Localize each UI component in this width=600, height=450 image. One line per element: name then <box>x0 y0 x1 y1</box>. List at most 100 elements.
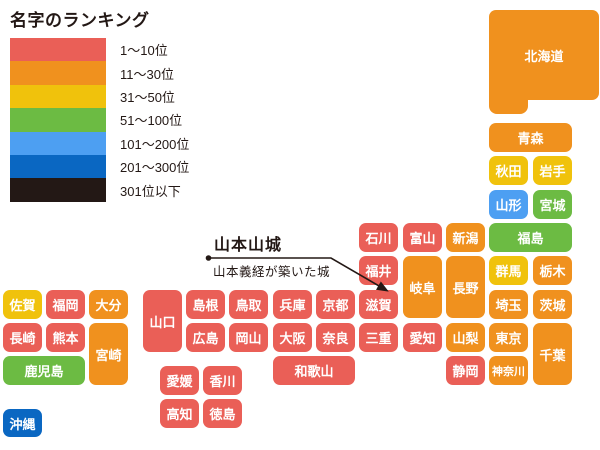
prefecture-tile-iwate[interactable]: 岩手 <box>533 156 572 185</box>
prefecture-label: 三重 <box>365 331 392 346</box>
prefecture-label: 大阪 <box>279 331 306 346</box>
prefecture-tile-miyagi[interactable]: 宮城 <box>533 190 572 219</box>
prefecture-label: 宮城 <box>539 198 566 213</box>
legend-label: 101〜200位 <box>120 136 190 152</box>
prefecture-label: 愛媛 <box>166 374 193 389</box>
prefecture-tile-tokyo[interactable]: 東京 <box>489 323 528 352</box>
prefecture-label: 福岡 <box>52 298 79 313</box>
prefecture-tile-hiroshima[interactable]: 広島 <box>186 323 225 352</box>
prefecture-label: 熊本 <box>52 331 79 346</box>
prefecture-label: 福井 <box>365 264 392 279</box>
prefecture-tile-ehime[interactable]: 愛媛 <box>160 366 199 395</box>
prefecture-label: 北海道 <box>524 48 564 64</box>
legend-swatch <box>10 61 106 85</box>
prefecture-label: 大分 <box>95 298 122 313</box>
prefecture-tile-mie[interactable]: 三重 <box>359 323 398 352</box>
annotation-title: 山本山城 <box>214 237 283 254</box>
prefecture-tile-yamanashi[interactable]: 山梨 <box>446 323 485 352</box>
prefecture-tile-toyama[interactable]: 富山 <box>403 223 442 252</box>
prefecture-tile-wakayama[interactable]: 和歌山 <box>273 356 355 385</box>
prefecture-label: 静岡 <box>452 364 479 379</box>
legend-label: 51〜100位 <box>120 113 183 129</box>
prefecture-label: 鹿児島 <box>24 364 64 379</box>
legend-swatch <box>10 84 106 109</box>
prefecture-tile-nagasaki[interactable]: 長崎 <box>3 323 42 352</box>
legend-swatch <box>10 178 106 202</box>
prefecture-tile-miyazaki[interactable]: 宮崎 <box>89 323 128 385</box>
prefecture-label: 沖縄 <box>9 416 36 432</box>
prefecture-tile-shizuoka[interactable]: 静岡 <box>446 356 485 385</box>
prefecture-tile-yamaguchi[interactable]: 山口 <box>143 290 182 352</box>
prefecture-tile-tochigi[interactable]: 栃木 <box>533 256 572 285</box>
prefecture-tile-saitama[interactable]: 埼玉 <box>489 290 528 319</box>
prefecture-label: 岡山 <box>235 331 262 346</box>
prefecture-label: 東京 <box>495 331 522 346</box>
prefecture-label: 山口 <box>149 314 176 330</box>
prefecture-label: 岐阜 <box>409 280 436 296</box>
prefecture-tile-saga[interactable]: 佐賀 <box>3 290 42 319</box>
prefecture-label: 徳島 <box>209 407 236 422</box>
legend-item: 11〜30位 <box>10 61 189 85</box>
prefecture-label: 岩手 <box>539 164 566 179</box>
prefecture-tile-tokushima[interactable]: 徳島 <box>203 399 242 428</box>
prefecture-label: 長崎 <box>9 331 36 346</box>
prefecture-label: 京都 <box>322 298 349 313</box>
prefecture-tile-yamagata[interactable]: 山形 <box>489 190 528 219</box>
prefecture-tile-osaka[interactable]: 大阪 <box>273 323 312 352</box>
legend-label: 201〜300位 <box>120 160 190 176</box>
prefecture-label: 佐賀 <box>9 298 36 313</box>
prefecture-tile-hyogo[interactable]: 兵庫 <box>273 290 312 319</box>
prefecture-tile-aomori[interactable]: 青森 <box>489 123 572 152</box>
prefecture-tile-okinawa[interactable]: 沖縄 <box>3 409 42 437</box>
legend-item: 51〜100位 <box>10 108 189 132</box>
prefecture-tile-nara[interactable]: 奈良 <box>316 323 355 352</box>
prefecture-tile-akita[interactable]: 秋田 <box>489 156 528 185</box>
legend-item: 301位以下 <box>10 178 189 202</box>
prefecture-tile-aichi[interactable]: 愛知 <box>403 323 442 352</box>
prefecture-label: 秋田 <box>495 164 522 179</box>
prefecture-label: 埼玉 <box>495 298 522 313</box>
prefecture-tile-kyoto[interactable]: 京都 <box>316 290 355 319</box>
prefecture-tile-tottori[interactable]: 鳥取 <box>229 290 268 319</box>
annotation-subtitle: 山本義経が築いた城 <box>213 265 331 279</box>
prefecture-label: 千葉 <box>539 347 566 363</box>
prefecture-tile-fukui[interactable]: 福井 <box>359 256 398 285</box>
prefecture-tile-niigata[interactable]: 新潟 <box>446 223 485 252</box>
prefecture-tile-kochi[interactable]: 高知 <box>160 399 199 428</box>
prefecture-label: 福島 <box>517 231 544 246</box>
prefecture-label: 愛知 <box>409 331 436 346</box>
prefecture-tile-okayama[interactable]: 岡山 <box>229 323 268 352</box>
prefecture-tile-shiga[interactable]: 滋賀 <box>359 290 398 319</box>
legend-label: 1〜10位 <box>120 43 168 59</box>
prefecture-label: 富山 <box>409 231 436 246</box>
prefecture-label: 鳥取 <box>235 298 262 313</box>
prefecture-label: 奈良 <box>322 331 349 346</box>
prefecture-label: 群馬 <box>495 264 522 279</box>
prefecture-tile-gifu[interactable]: 岐阜 <box>403 256 442 318</box>
legend-swatch <box>10 38 106 62</box>
prefecture-label: 長野 <box>452 280 479 296</box>
prefecture-tile-hokkaido[interactable]: 北海道 <box>489 10 599 100</box>
prefecture-label: 山形 <box>495 198 522 213</box>
legend-swatch <box>10 154 106 179</box>
prefecture-tile-nagano[interactable]: 長野 <box>446 256 485 318</box>
prefecture-tile-shimane[interactable]: 島根 <box>186 290 225 319</box>
prefecture-tile-kagawa[interactable]: 香川 <box>203 366 242 395</box>
prefecture-label: 青森 <box>517 131 544 146</box>
legend: 1〜10位 11〜30位 31〜50位 51〜100位 101〜200位 201〜300位… <box>10 38 189 202</box>
legend-label: 301位以下 <box>120 183 181 199</box>
prefecture-tile-kumamoto[interactable]: 熊本 <box>46 323 85 352</box>
prefecture-tile-chiba[interactable]: 千葉 <box>533 323 572 385</box>
prefecture-tile-kanagawa[interactable]: 神奈川 <box>489 356 528 385</box>
prefecture-label: 石川 <box>365 231 392 246</box>
prefecture-tile-fukuoka[interactable]: 福岡 <box>46 290 85 319</box>
prefecture-label: 茨城 <box>539 298 566 313</box>
legend-swatch <box>10 131 106 155</box>
prefecture-tile-fukushima[interactable]: 福島 <box>489 223 572 252</box>
prefecture-tile-oita[interactable]: 大分 <box>89 290 128 319</box>
prefecture-label: 和歌山 <box>294 364 334 379</box>
prefecture-tile-gunma[interactable]: 群馬 <box>489 256 528 285</box>
prefecture-tile-kagoshima[interactable]: 鹿児島 <box>3 356 85 385</box>
prefecture-tile-ibaraki[interactable]: 茨城 <box>533 290 572 319</box>
prefecture-tile-ishikawa[interactable]: 石川 <box>359 223 398 252</box>
